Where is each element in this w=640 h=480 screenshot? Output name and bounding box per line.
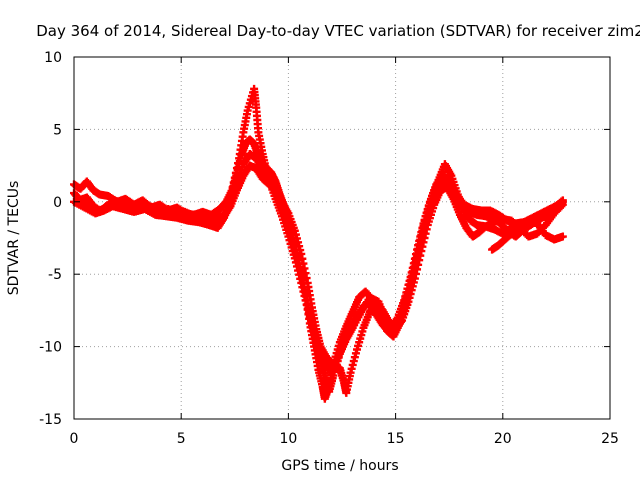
axis-ticks: 0 5 10 15 20 25 10 5 0 -5 -10 -15 xyxy=(39,50,619,447)
x-tick-label: 0 xyxy=(70,431,79,447)
x-tick-label: 15 xyxy=(387,431,405,447)
x-tick-label: 20 xyxy=(494,431,512,447)
data-points xyxy=(70,84,567,403)
y-axis-label: SDTVAR / TECUs xyxy=(6,181,22,296)
data-point xyxy=(557,197,566,206)
y-tick-label: -10 xyxy=(39,340,62,356)
y-tick-label: 10 xyxy=(44,50,62,66)
series-trace-e xyxy=(488,196,567,254)
y-tick-label: -15 xyxy=(39,412,62,428)
chart-title: Day 364 of 2014, Sidereal Day-to-day VTE… xyxy=(36,22,640,40)
data-point xyxy=(558,196,567,205)
y-tick-label: -5 xyxy=(48,267,62,283)
series-trace-d xyxy=(70,150,561,377)
y-tick-label: 5 xyxy=(53,122,62,138)
series-trace-a xyxy=(70,135,567,396)
y-tick-label: 0 xyxy=(53,195,62,211)
data-point xyxy=(558,232,567,241)
plot-frame xyxy=(73,56,611,420)
x-tick-label: 5 xyxy=(177,431,186,447)
x-tick-label: 25 xyxy=(601,431,619,447)
x-axis-label: GPS time / hours xyxy=(281,458,398,474)
x-tick-label: 10 xyxy=(279,431,297,447)
